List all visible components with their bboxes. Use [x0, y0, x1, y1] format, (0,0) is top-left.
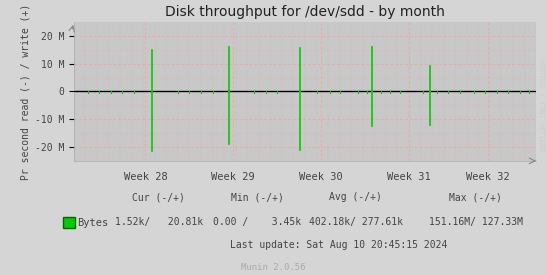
Text: 151.16M/ 127.33M: 151.16M/ 127.33M — [429, 217, 523, 227]
Text: Week 28: Week 28 — [124, 172, 167, 182]
Text: Avg (-/+): Avg (-/+) — [329, 192, 382, 202]
Text: 1.52k/   20.81k: 1.52k/ 20.81k — [114, 217, 203, 227]
Text: Cur (-/+): Cur (-/+) — [132, 192, 185, 202]
Text: RRDTOOL / TOBI OETIKER: RRDTOOL / TOBI OETIKER — [538, 58, 544, 151]
Text: 402.18k/ 277.61k: 402.18k/ 277.61k — [309, 217, 403, 227]
Text: Week 32: Week 32 — [465, 172, 509, 182]
Text: Bytes: Bytes — [77, 218, 108, 228]
Text: Week 29: Week 29 — [212, 172, 255, 182]
Title: Disk throughput for /dev/sdd - by month: Disk throughput for /dev/sdd - by month — [165, 6, 445, 20]
Text: Week 30: Week 30 — [299, 172, 343, 182]
Text: Week 31: Week 31 — [387, 172, 431, 182]
Text: Min (-/+): Min (-/+) — [231, 192, 283, 202]
Text: Max (-/+): Max (-/+) — [450, 192, 502, 202]
Text: Last update: Sat Aug 10 20:45:15 2024: Last update: Sat Aug 10 20:45:15 2024 — [230, 240, 448, 250]
Text: 0.00 /    3.45k: 0.00 / 3.45k — [213, 217, 301, 227]
Y-axis label: Pr second read (-) / write (+): Pr second read (-) / write (+) — [21, 3, 31, 180]
Text: Munin 2.0.56: Munin 2.0.56 — [241, 263, 306, 272]
